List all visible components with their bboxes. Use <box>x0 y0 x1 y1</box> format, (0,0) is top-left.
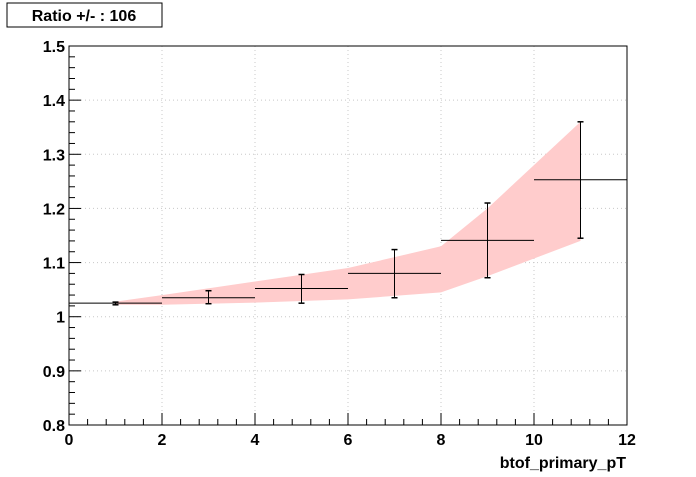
title-box-frame <box>6 2 163 28</box>
uncertainty-band <box>115 121 581 305</box>
x-tick-label: 8 <box>437 432 446 449</box>
title-box: Ratio +/- : 106 <box>6 2 163 28</box>
x-tick-label: 12 <box>618 432 636 449</box>
y-tick-label: 0.9 <box>43 364 65 381</box>
y-tick-label: 1.3 <box>43 147 65 164</box>
data-point <box>162 289 255 305</box>
data-point <box>69 301 162 306</box>
axes <box>68 45 628 426</box>
x-tick-label: 10 <box>525 432 543 449</box>
y-tick-label: 1 <box>56 310 65 327</box>
data-point <box>534 121 627 239</box>
x-axis-label: btof_primary_pT <box>500 455 626 472</box>
y-tick-label: 1.5 <box>43 39 65 56</box>
uncertainty-band-area <box>115 121 581 305</box>
y-tick-label: 1.1 <box>43 256 65 273</box>
y-tick-label: 1.4 <box>43 93 65 110</box>
y-tick-label: 1.2 <box>43 201 65 218</box>
data-point <box>441 202 534 279</box>
x-tick-label: 0 <box>65 432 74 449</box>
tick-labels: 0 2 4 6 8 10 12 0.8 0.9 1 1.1 1.2 1.3 1.4 1.5 <box>43 39 636 449</box>
x-tick-label: 2 <box>158 432 167 449</box>
y-tick-label: 0.8 <box>43 418 65 435</box>
x-tick-label: 6 <box>344 432 353 449</box>
data-points <box>69 121 627 306</box>
x-tick-label: 4 <box>251 432 260 449</box>
data-point <box>348 248 441 299</box>
data-point <box>255 273 348 304</box>
chart-title: Ratio +/- : 106 <box>32 8 137 25</box>
